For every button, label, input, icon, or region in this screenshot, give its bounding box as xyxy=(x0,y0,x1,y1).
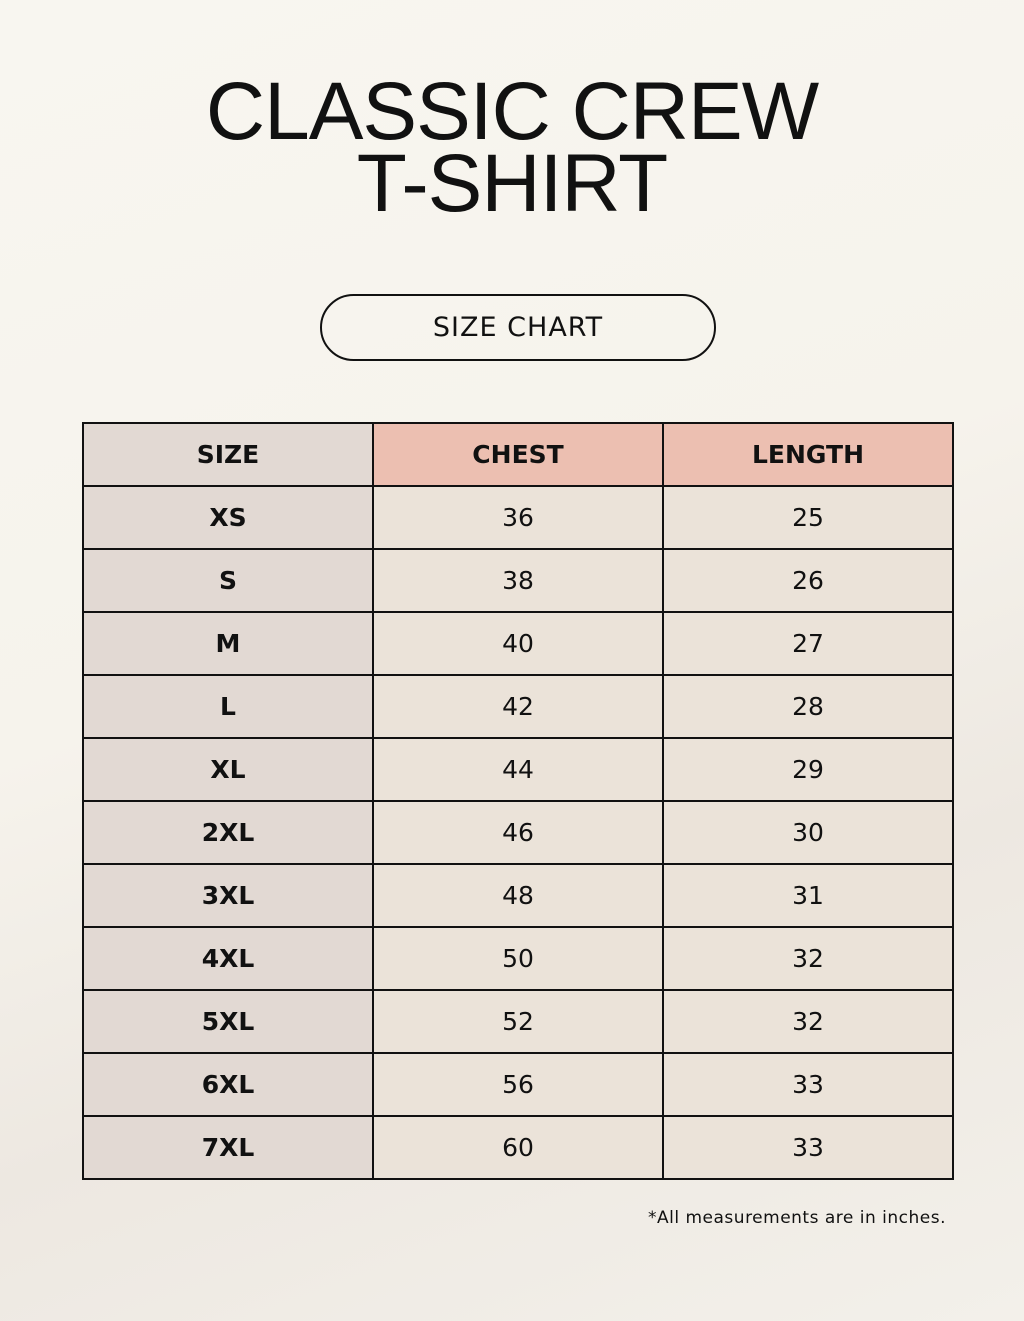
cell-length: 25 xyxy=(662,485,954,550)
cell-chest: 36 xyxy=(372,485,664,550)
cell-chest: 44 xyxy=(372,737,664,802)
cell-size: 5XL xyxy=(82,989,374,1054)
header-size: SIZE xyxy=(82,422,374,487)
cell-chest: 38 xyxy=(372,548,664,613)
cell-chest: 40 xyxy=(372,611,664,676)
table-row: 2XL 46 30 xyxy=(82,800,954,865)
cell-chest: 60 xyxy=(372,1115,664,1180)
cell-size: S xyxy=(82,548,374,613)
cell-length: 26 xyxy=(662,548,954,613)
cell-length: 33 xyxy=(662,1115,954,1180)
measurement-note: *All measurements are in inches. xyxy=(648,1208,946,1228)
cell-chest: 56 xyxy=(372,1052,664,1117)
table-row: 3XL 48 31 xyxy=(82,863,954,928)
cell-length: 32 xyxy=(662,926,954,991)
cell-chest: 42 xyxy=(372,674,664,739)
cell-size: M xyxy=(82,611,374,676)
cell-size: 2XL xyxy=(82,800,374,865)
table-row: 6XL 56 33 xyxy=(82,1052,954,1117)
cell-size: XS xyxy=(82,485,374,550)
cell-size: 6XL xyxy=(82,1052,374,1117)
cell-length: 31 xyxy=(662,863,954,928)
page-title: CLASSIC CREW T-SHIRT xyxy=(0,66,1024,229)
title-line-1: CLASSIC CREW xyxy=(205,66,819,157)
header-chest: CHEST xyxy=(372,422,664,487)
title-line-2: T-SHIRT xyxy=(356,138,668,229)
table-row: 7XL 60 33 xyxy=(82,1115,954,1180)
table-row: XS 36 25 xyxy=(82,485,954,550)
header-length: LENGTH xyxy=(662,422,954,487)
cell-length: 33 xyxy=(662,1052,954,1117)
table-row: 5XL 52 32 xyxy=(82,989,954,1054)
table-row: 4XL 50 32 xyxy=(82,926,954,991)
size-chart-label: SIZE CHART xyxy=(320,294,716,361)
cell-length: 30 xyxy=(662,800,954,865)
cell-chest: 48 xyxy=(372,863,664,928)
table-header-row: SIZE CHEST LENGTH xyxy=(82,422,954,487)
cell-length: 29 xyxy=(662,737,954,802)
cell-chest: 50 xyxy=(372,926,664,991)
cell-chest: 52 xyxy=(372,989,664,1054)
cell-size: 3XL xyxy=(82,863,374,928)
cell-size: L xyxy=(82,674,374,739)
cell-size: XL xyxy=(82,737,374,802)
size-table: SIZE CHEST LENGTH XS 36 25 S 38 26 M 40 27 L 42 28 X… xyxy=(82,422,954,1180)
table-row: XL 44 29 xyxy=(82,737,954,802)
cell-length: 28 xyxy=(662,674,954,739)
cell-chest: 46 xyxy=(372,800,664,865)
cell-size: 7XL xyxy=(82,1115,374,1180)
table-row: S 38 26 xyxy=(82,548,954,613)
cell-size: 4XL xyxy=(82,926,374,991)
cell-length: 32 xyxy=(662,989,954,1054)
table-row: M 40 27 xyxy=(82,611,954,676)
table-row: L 42 28 xyxy=(82,674,954,739)
cell-length: 27 xyxy=(662,611,954,676)
